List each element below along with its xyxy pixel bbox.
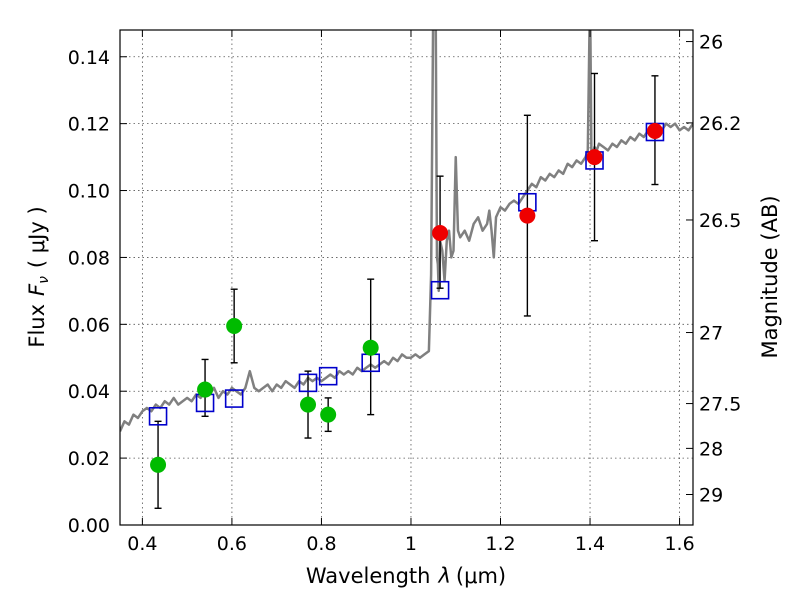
mag-tick-label: 27 — [699, 323, 723, 345]
x-tick-label: 0.6 — [217, 533, 247, 555]
x-axis-label-symbol: λ — [437, 564, 450, 588]
optical-point — [362, 339, 379, 356]
model-square — [318, 366, 338, 386]
model-photometry-squares — [148, 122, 665, 426]
x-tick-label: 1 — [405, 533, 417, 555]
y-tick-label: 0.02 — [68, 448, 110, 470]
y-axis-label: Flux Fν ( μJy ) — [25, 206, 52, 347]
mag-tick-label: 26.5 — [699, 210, 741, 232]
y-tick-label: 0.12 — [68, 114, 110, 136]
plot-frame — [119, 29, 694, 526]
template-sed-line — [120, 30, 693, 432]
optical-point — [197, 381, 214, 398]
y-tick-label: 0.06 — [68, 314, 110, 336]
y-tick-label: 0.08 — [68, 247, 110, 269]
observed-photometry-points — [150, 123, 663, 473]
model-square — [298, 373, 318, 393]
y-tick-label: 0.14 — [68, 47, 110, 69]
x-axis-label-prefix: Wavelength — [306, 564, 431, 588]
x-tick-label: 1.2 — [485, 533, 515, 555]
axis-ticks — [120, 30, 693, 526]
y-axis-label-prefix: Flux — [25, 304, 49, 348]
y-axis-label-symbol: F — [25, 283, 49, 296]
optical-point — [320, 406, 337, 423]
nir-point — [646, 123, 663, 140]
x-axis-label: Wavelength λ (μm) — [306, 564, 506, 588]
mag-tick-label: 28 — [699, 438, 723, 460]
optical-point — [300, 396, 317, 413]
mag-tick-label: 27.5 — [699, 394, 741, 416]
error-bars — [154, 72, 659, 509]
nir-point — [432, 225, 449, 242]
model-square — [224, 389, 244, 408]
x-tick-label: 1.6 — [664, 533, 694, 555]
nir-point — [519, 207, 536, 224]
optical-point — [226, 317, 243, 334]
y-axis-label-subscript: ν — [36, 276, 52, 284]
grid — [120, 30, 693, 525]
x-tick-label: 0.4 — [127, 533, 157, 555]
template-sed-line-group — [120, 30, 693, 432]
x-tick-label: 0.8 — [306, 533, 336, 555]
y-tick-label: 0.00 — [68, 515, 110, 537]
mag-tick-label: 26.2 — [699, 113, 741, 135]
y-tick-label: 0.10 — [68, 181, 110, 203]
mag-tick-label: 29 — [699, 484, 723, 506]
model-square — [148, 407, 168, 426]
y-tick-label: 0.04 — [68, 381, 110, 403]
nir-point — [586, 149, 603, 166]
model-square — [430, 280, 450, 300]
tick-labels: 0.4 0.6 0.8 1 1.2 1.4 1.6 0.00 0.02 0.04 0.06 0.08 0… — [68, 32, 742, 555]
x-tick-label: 1.4 — [575, 533, 605, 555]
x-axis-label-unit: (μm) — [456, 564, 506, 588]
mag-tick-label: 26 — [699, 32, 723, 54]
y2-axis-label: Magnitude (AB) — [758, 195, 782, 358]
optical-point — [150, 456, 167, 473]
y-axis-label-unit: ( μJy ) — [25, 206, 49, 268]
